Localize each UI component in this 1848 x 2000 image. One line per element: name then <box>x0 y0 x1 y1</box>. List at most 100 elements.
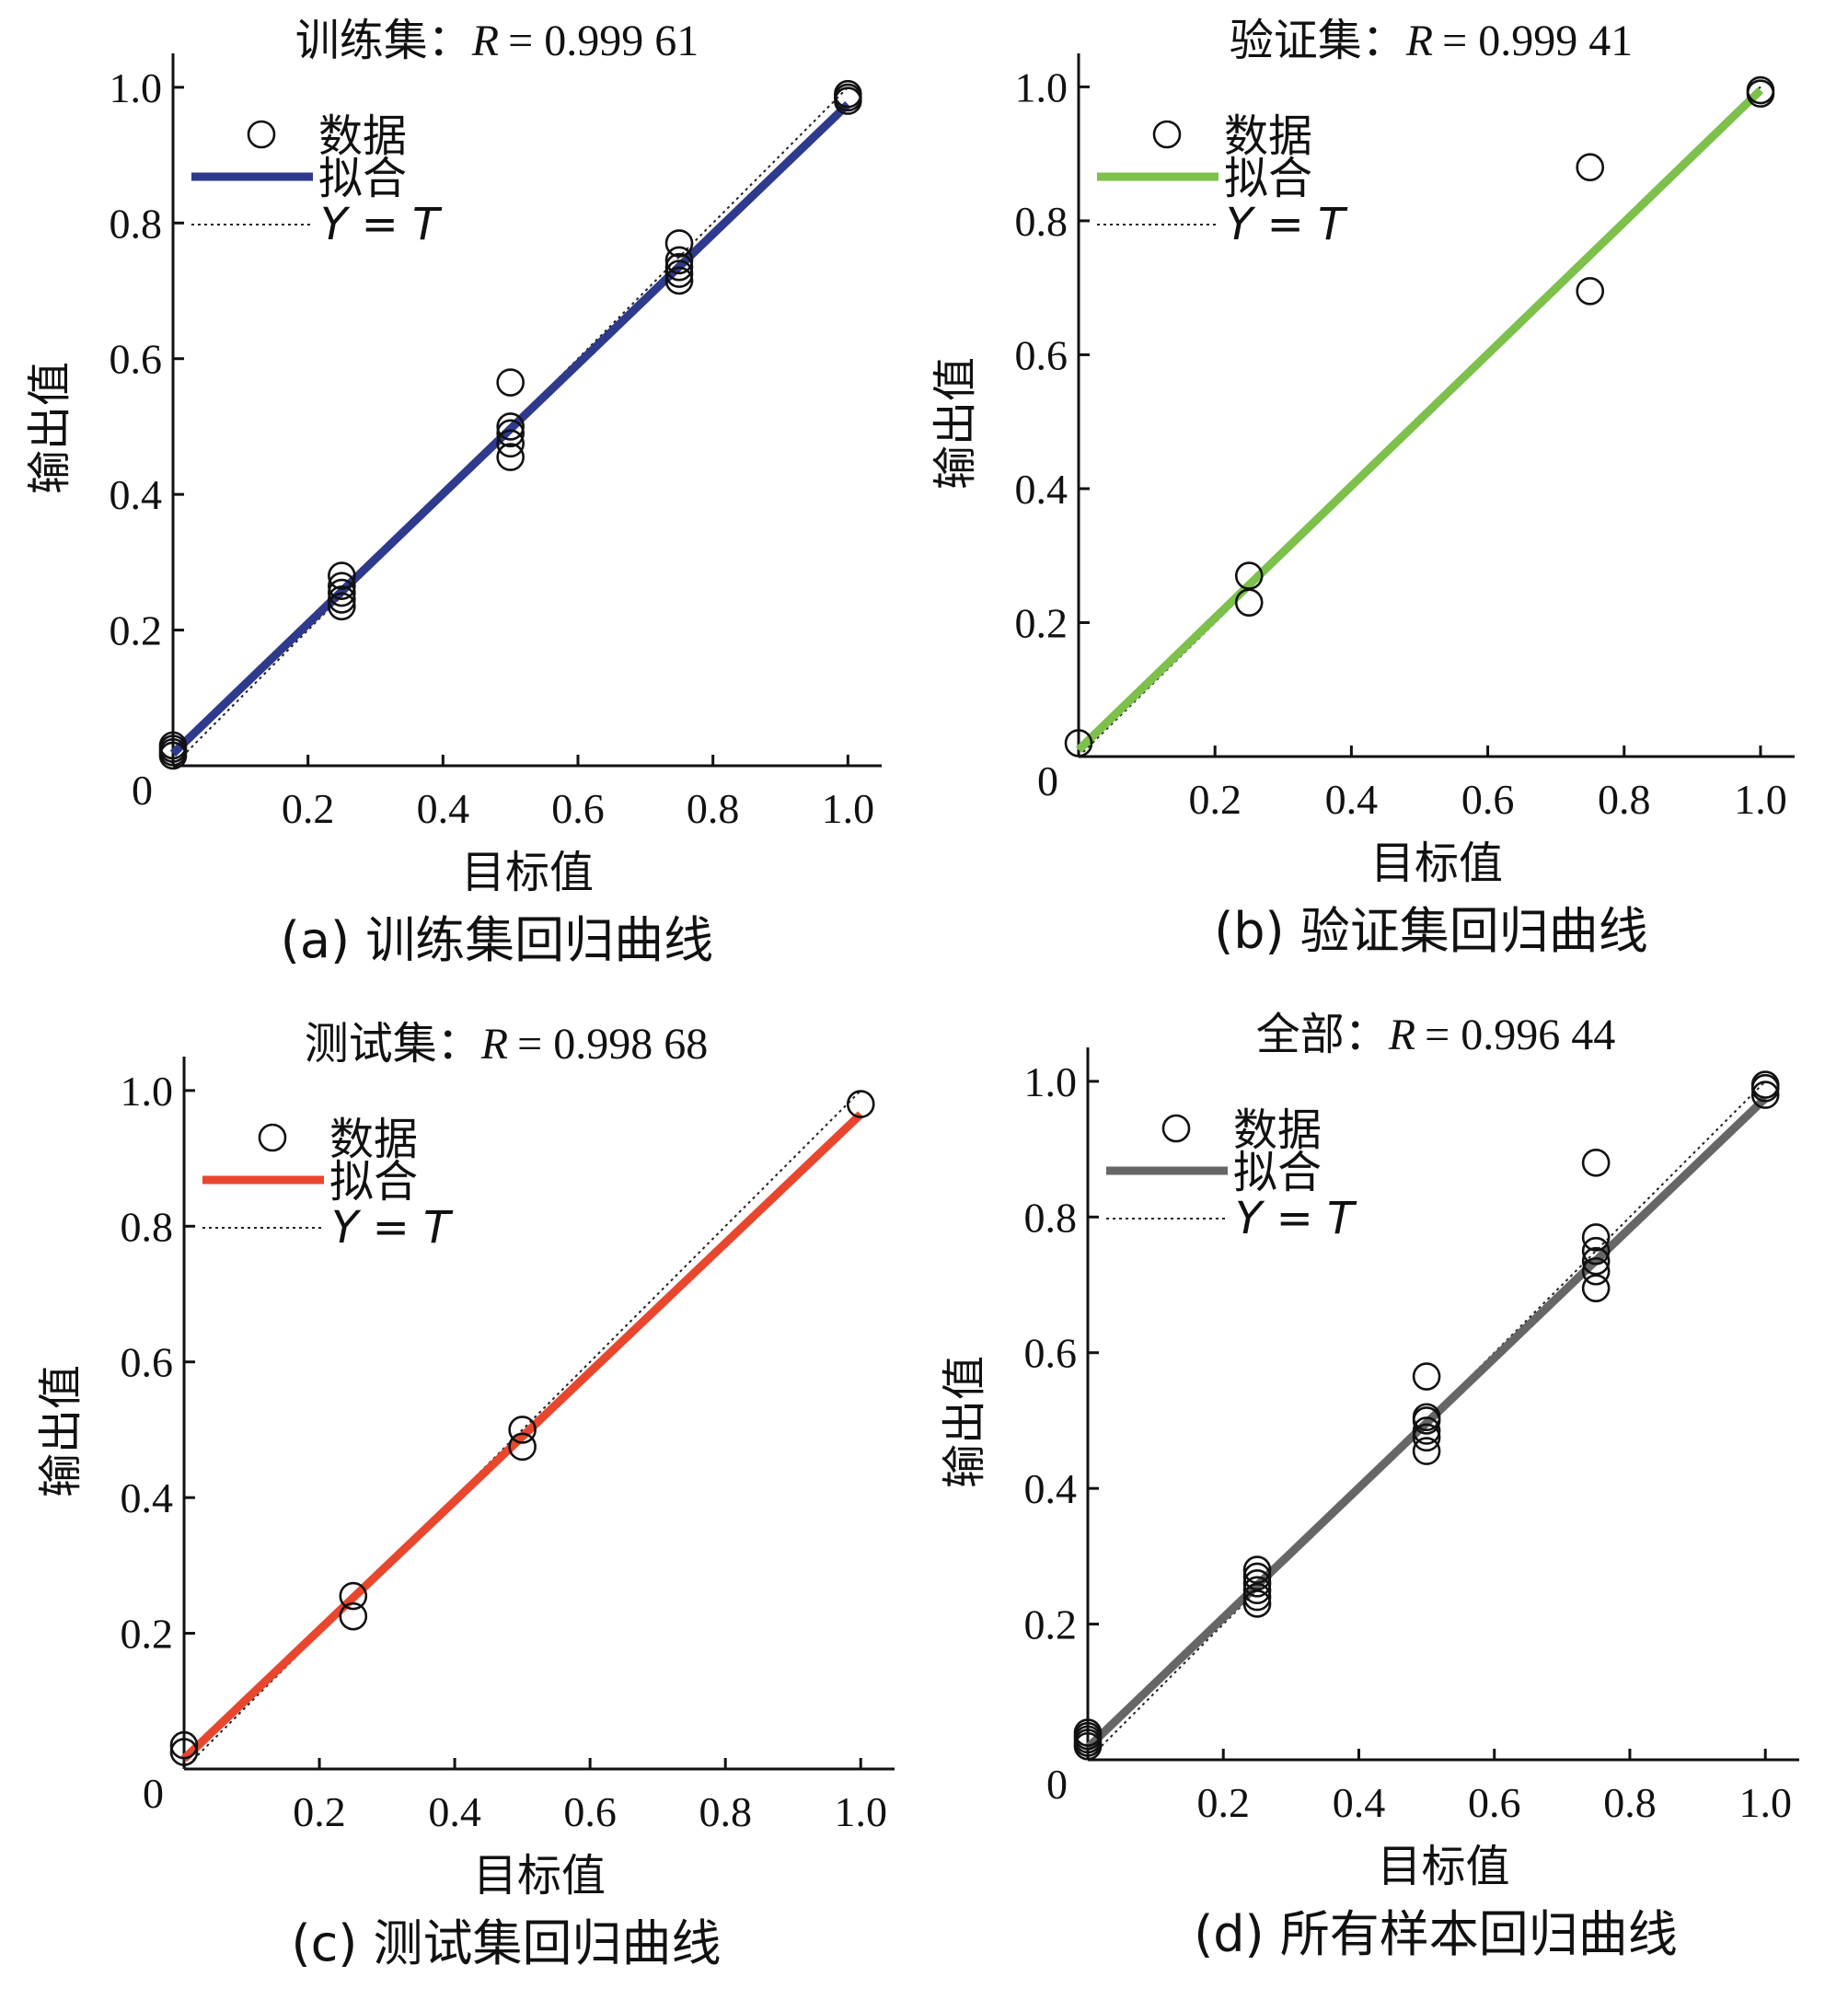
title-r-symbol: R <box>1405 17 1433 65</box>
data-point <box>328 561 356 590</box>
legend-label-data: 数据 <box>1224 110 1312 162</box>
legend-label-fit: 拟合 <box>1233 1147 1322 1198</box>
origin-label: 0 <box>1046 1761 1068 1808</box>
panel-caption: (a) 训练集回归曲线 <box>281 911 713 969</box>
y-tick-label: 0.2 <box>110 607 163 654</box>
data-point <box>496 368 525 397</box>
y-tick-label: 0.4 <box>1015 466 1068 513</box>
y-tick-label: 0.4 <box>121 1474 174 1521</box>
data-point <box>1412 1437 1441 1465</box>
legend-label-fit: 拟合 <box>318 153 407 204</box>
data-point <box>1242 1582 1272 1612</box>
data-point <box>328 592 356 621</box>
panel-c: 0.2 0.4 0.6 0.8 1.0 0.2 0.4 0.6 0.8 1.0 0 测试集：R = 0.… <box>35 1018 895 1972</box>
data-point <box>496 429 525 458</box>
data-point <box>339 1581 368 1611</box>
x-tick-label: 0.8 <box>1598 776 1651 823</box>
y-tick-label: 0.2 <box>121 1611 174 1658</box>
panel-title: 训练集：R = 0.999 61 <box>295 15 699 66</box>
x-tick-label: 0.2 <box>1196 1779 1250 1826</box>
data-point <box>1073 1731 1103 1761</box>
data-point <box>1576 153 1605 181</box>
y-tick-label: 0.4 <box>1024 1465 1078 1512</box>
data-point <box>1412 1423 1441 1452</box>
panel-title: 全部：R = 0.996 44 <box>1256 1009 1615 1060</box>
data-point <box>1242 1569 1272 1598</box>
fit-line <box>180 1111 864 1763</box>
legend-marker-data <box>258 1123 287 1152</box>
data-point <box>1576 277 1605 306</box>
x-tick-label: 0.8 <box>699 1788 752 1835</box>
y-tick-label: 0.6 <box>1015 331 1068 378</box>
y-tick-label: 0.8 <box>1024 1194 1078 1241</box>
title-r-symbol: R <box>471 17 499 65</box>
y-tick-label: 1.0 <box>1015 64 1068 110</box>
x-tick-label: 0.8 <box>1603 1779 1657 1826</box>
y-tick-label: 0.6 <box>1024 1330 1078 1377</box>
data-point <box>1746 79 1775 108</box>
data-point <box>496 412 525 441</box>
x-tick-label: 0.8 <box>687 785 740 832</box>
y-tick-label: 0.8 <box>110 200 163 247</box>
data-point <box>1750 1073 1780 1103</box>
data-point <box>1242 1555 1272 1584</box>
data-point <box>1581 1274 1611 1302</box>
legend-label-fit: 拟合 <box>1224 153 1312 204</box>
legend-label-ideal: Y = T <box>1235 1193 1357 1244</box>
data-point <box>1581 1149 1611 1177</box>
x-tick-label: 0.4 <box>1325 776 1379 823</box>
legend-label-ideal: Y = T <box>1226 199 1348 250</box>
y-axis-label: 输出值 <box>35 1365 87 1497</box>
legend-label-data: 数据 <box>1233 1104 1322 1156</box>
fit-line <box>1075 87 1764 753</box>
data-point <box>664 260 694 288</box>
data-point <box>158 734 188 763</box>
data-point <box>496 443 525 471</box>
data-point <box>664 246 694 275</box>
x-tick-label: 1.0 <box>822 785 875 832</box>
data-point <box>508 1432 537 1462</box>
data-point <box>158 741 188 770</box>
legend-marker-data <box>247 120 276 149</box>
legend-marker-data <box>1152 120 1182 149</box>
x-tick-label: 1.0 <box>1734 776 1787 823</box>
data-point <box>328 578 356 607</box>
title-prefix: 验证集： <box>1230 15 1406 66</box>
data-point <box>1242 1562 1272 1591</box>
panel-caption: (c) 测试集回归曲线 <box>292 1914 722 1972</box>
x-tick-label: 0.6 <box>1461 776 1515 823</box>
data-point <box>1750 1081 1780 1109</box>
origin-label: 0 <box>1037 757 1058 804</box>
y-tick-label: 0.8 <box>121 1203 174 1250</box>
legend-label-ideal: Y = T <box>320 199 443 250</box>
data-point <box>664 229 694 258</box>
data-point <box>1581 1223 1611 1252</box>
data-point <box>508 1416 537 1444</box>
panel-caption: (d) 所有样本回归曲线 <box>1194 1905 1678 1963</box>
panel-title: 测试集：R = 0.998 68 <box>305 1018 708 1069</box>
fit-line <box>169 101 851 757</box>
fit-line <box>1084 1095 1769 1751</box>
y-tick-label: 0.2 <box>1015 599 1068 646</box>
y-tick-label: 1.0 <box>1024 1058 1078 1105</box>
panel-d: 0.2 0.4 0.6 0.8 1.0 0.2 0.4 0.6 0.8 1.0 0 全部：R = 0.9… <box>939 1009 1799 1963</box>
x-tick-label: 0.2 <box>282 785 335 832</box>
x-tick-label: 0.6 <box>563 1788 617 1835</box>
y-tick-label: 0.4 <box>110 471 163 518</box>
y-axis-label: 输出值 <box>930 357 981 490</box>
data-point <box>664 252 694 282</box>
y-tick-label: 0.2 <box>1024 1601 1078 1648</box>
title-r-value: = 0.999 41 <box>1442 17 1633 65</box>
data-point <box>1412 1406 1441 1435</box>
x-axis-label: 目标值 <box>473 1850 606 1902</box>
data-point <box>1234 588 1264 617</box>
data-point <box>169 1730 199 1760</box>
title-r-value: = 0.996 44 <box>1425 1011 1615 1059</box>
title-r-value: = 0.998 68 <box>517 1020 708 1069</box>
legend-label-data: 数据 <box>329 1114 418 1165</box>
x-axis-label: 目标值 <box>1377 1841 1509 1892</box>
